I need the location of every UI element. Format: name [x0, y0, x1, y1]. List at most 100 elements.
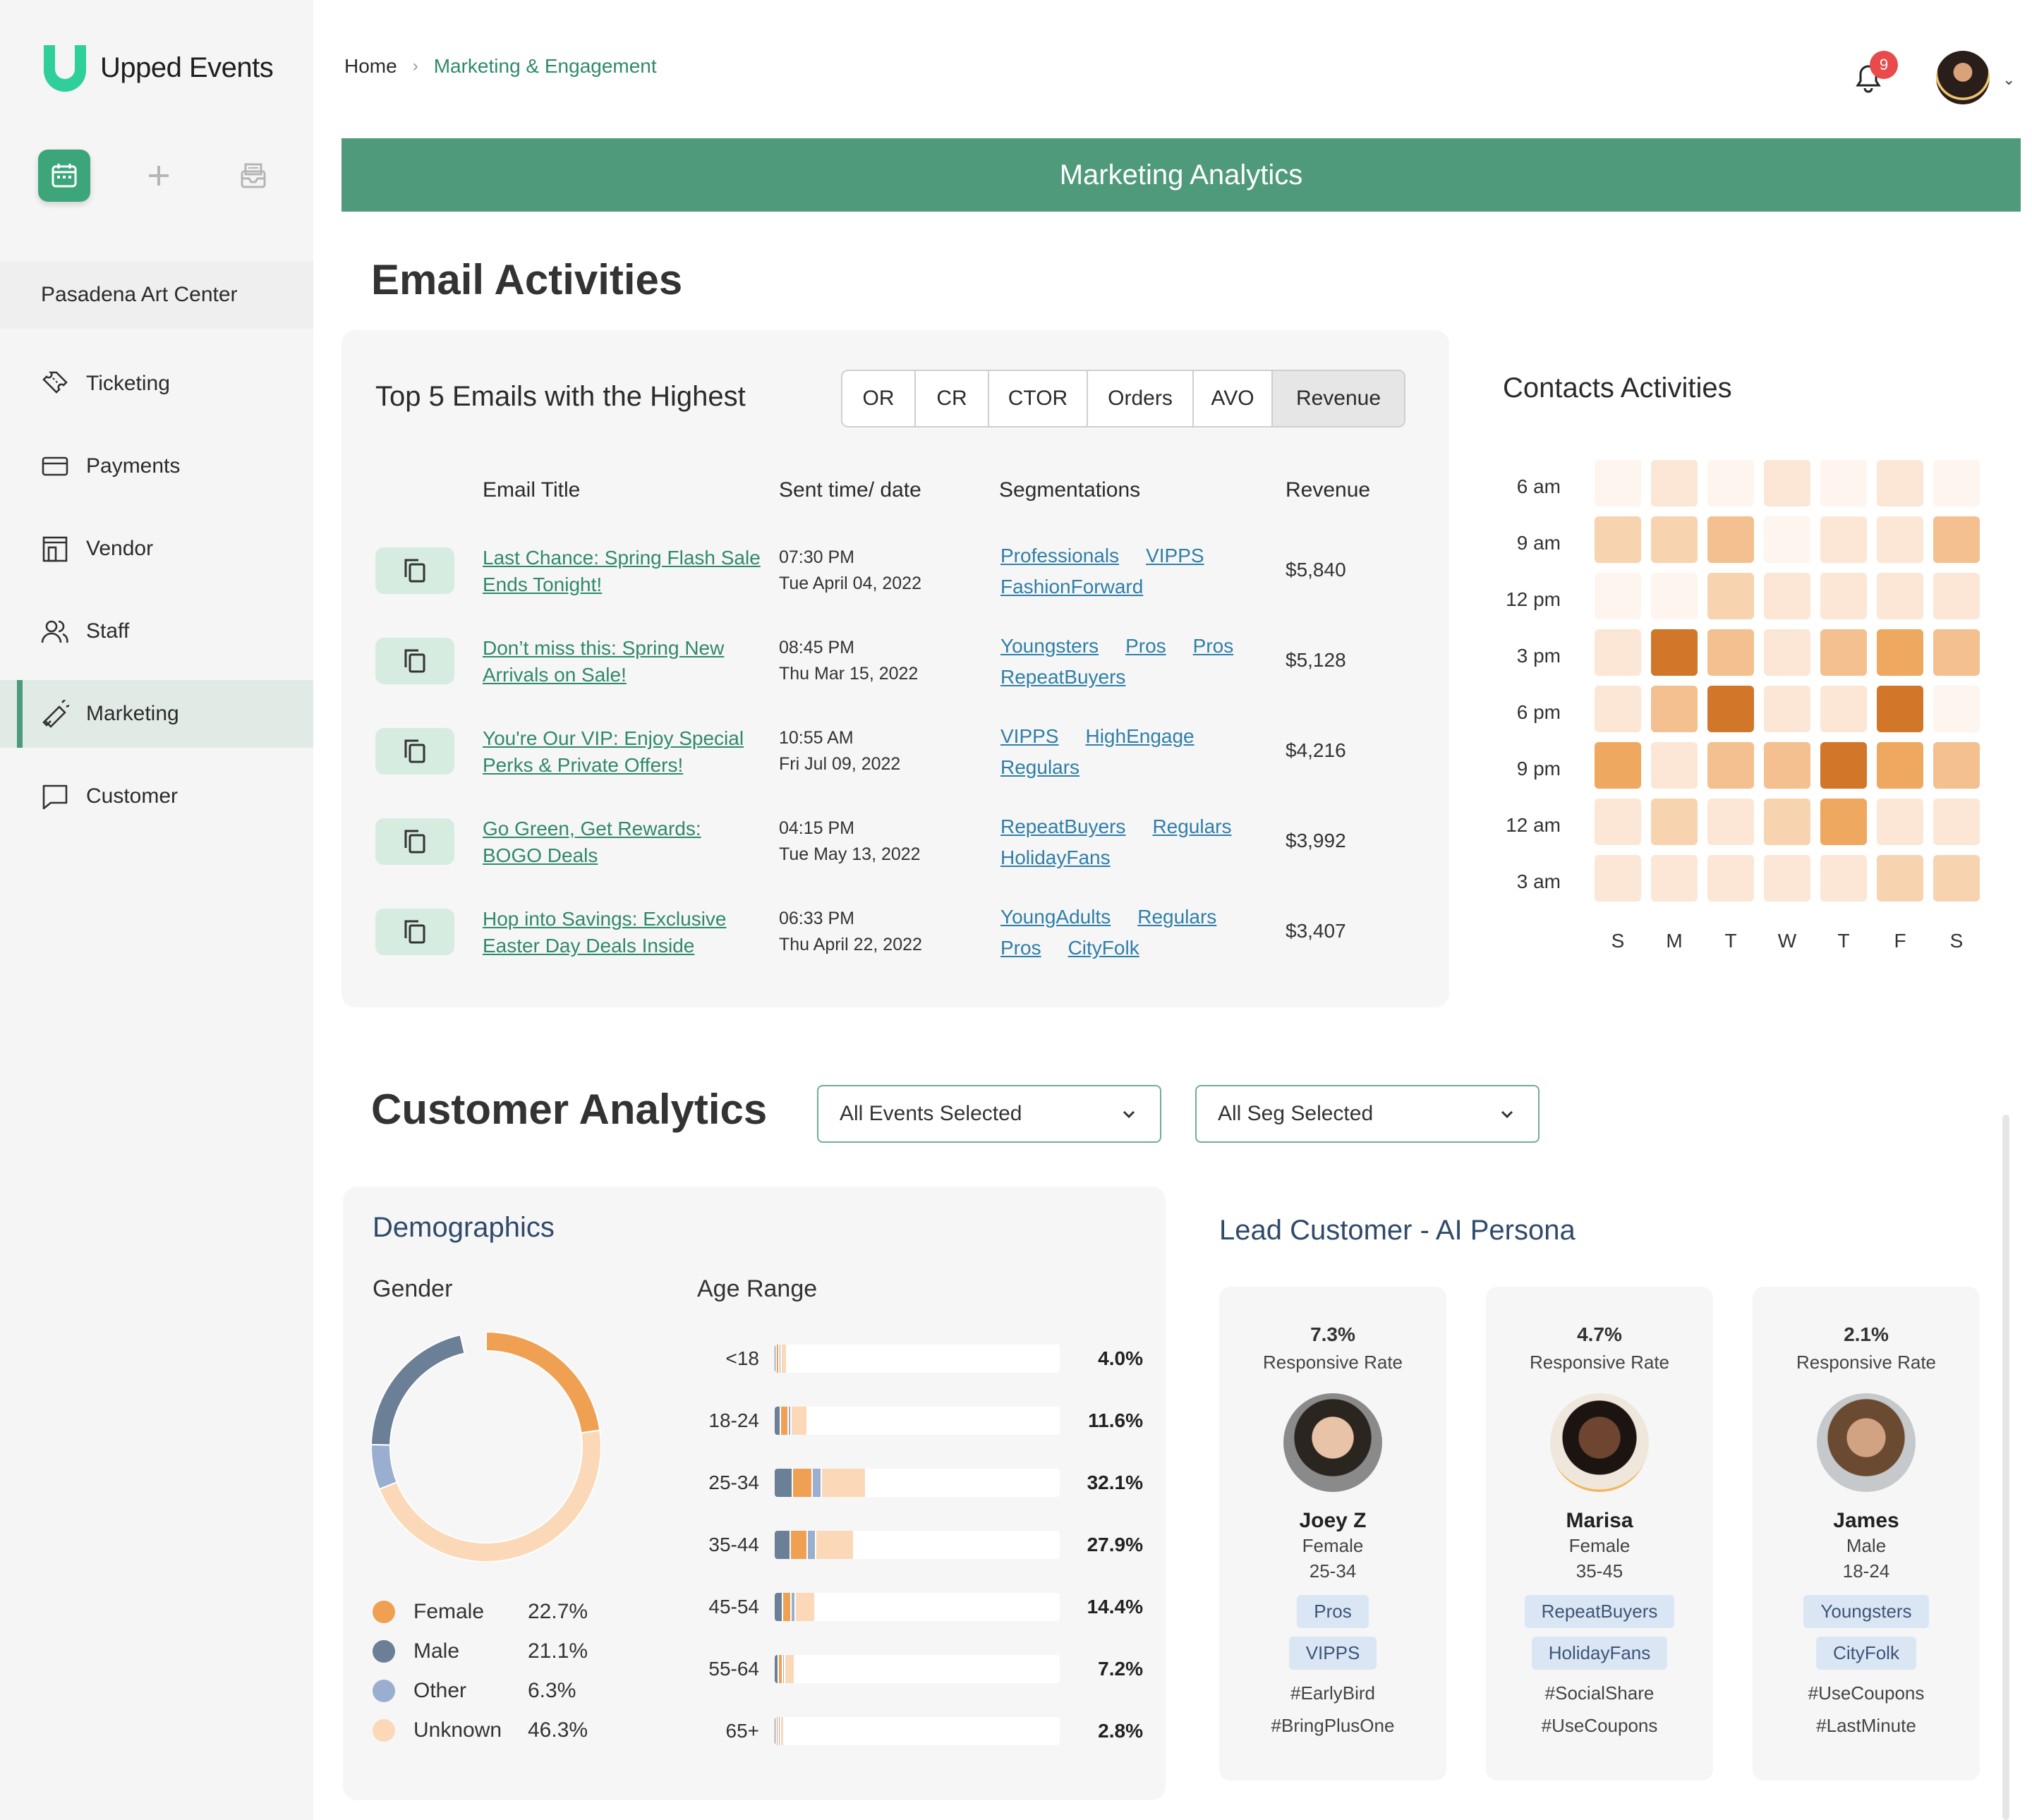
- copy-button[interactable]: [375, 638, 454, 684]
- age-bar[interactable]: [775, 1407, 1060, 1435]
- donut-slice-other[interactable]: [371, 1443, 398, 1491]
- segment-link[interactable]: VIPPS: [1000, 725, 1059, 747]
- sidebar-item-payments[interactable]: Payments: [0, 432, 313, 500]
- email-title-link[interactable]: Last Chance: Spring Flash Sale Ends Toni…: [483, 547, 761, 595]
- persona-tag[interactable]: HolidayFans: [1531, 1637, 1668, 1670]
- heatmap-cell[interactable]: [1933, 855, 1980, 902]
- copy-button[interactable]: [375, 547, 454, 594]
- add-button[interactable]: [133, 150, 185, 202]
- heatmap-cell[interactable]: [1933, 573, 1980, 619]
- heatmap-cell[interactable]: [1764, 573, 1810, 619]
- heatmap-cell[interactable]: [1595, 516, 1641, 563]
- heatmap-cell[interactable]: [1651, 629, 1698, 676]
- seg-filter-dropdown[interactable]: All Seg Selected: [1195, 1085, 1540, 1143]
- tab-ctor[interactable]: CTOR: [989, 371, 1088, 426]
- heatmap-cell[interactable]: [1707, 799, 1754, 845]
- heatmap-cell[interactable]: [1877, 460, 1923, 506]
- heatmap-cell[interactable]: [1933, 799, 1980, 845]
- persona-card[interactable]: 2.1% Responsive Rate James Male 18-24 Youngst…: [1753, 1287, 1980, 1780]
- heatmap-cell[interactable]: [1595, 629, 1641, 676]
- heatmap-cell[interactable]: [1651, 855, 1698, 902]
- age-bar[interactable]: [775, 1655, 1060, 1683]
- persona-tag[interactable]: RepeatBuyers: [1524, 1595, 1675, 1628]
- heatmap-cell[interactable]: [1707, 460, 1754, 506]
- heatmap-cell[interactable]: [1707, 629, 1754, 676]
- heatmap-cell[interactable]: [1595, 855, 1641, 902]
- heatmap-cell[interactable]: [1595, 460, 1641, 506]
- heatmap-cell[interactable]: [1764, 799, 1810, 845]
- persona-tag[interactable]: CityFolk: [1816, 1637, 1916, 1670]
- segment-link[interactable]: HighEngage: [1085, 725, 1195, 747]
- segment-link[interactable]: Regulars: [1000, 756, 1080, 778]
- persona-card[interactable]: 4.7% Responsive Rate Marisa Female 35-45 Repe…: [1486, 1287, 1713, 1780]
- heatmap-cell[interactable]: [1933, 742, 1980, 789]
- segment-link[interactable]: Pros: [1125, 635, 1166, 657]
- donut-slice-female[interactable]: [485, 1332, 601, 1434]
- tab-or[interactable]: OR: [842, 371, 916, 426]
- heatmap-cell[interactable]: [1820, 855, 1867, 902]
- persona-card[interactable]: 7.3% Responsive Rate Joey Z Female 25-34 Pros…: [1219, 1287, 1446, 1780]
- email-title-link[interactable]: Go Green, Get Rewards: BOGO Deals: [483, 818, 701, 866]
- heatmap-cell[interactable]: [1764, 460, 1810, 506]
- segment-link[interactable]: RepeatBuyers: [1000, 666, 1126, 688]
- heatmap-cell[interactable]: [1651, 573, 1698, 619]
- segment-link[interactable]: VIPPS: [1146, 545, 1204, 566]
- heatmap-cell[interactable]: [1877, 742, 1923, 789]
- heatmap-cell[interactable]: [1820, 686, 1867, 732]
- heatmap-cell[interactable]: [1877, 573, 1923, 619]
- donut-slice-unknown[interactable]: [378, 1429, 601, 1562]
- persona-tag[interactable]: Youngsters: [1803, 1595, 1929, 1628]
- heatmap-cell[interactable]: [1707, 855, 1754, 902]
- heatmap-cell[interactable]: [1595, 799, 1641, 845]
- heatmap-cell[interactable]: [1933, 629, 1980, 676]
- heatmap-cell[interactable]: [1877, 855, 1923, 902]
- user-avatar[interactable]: [1936, 51, 1990, 104]
- heatmap-cell[interactable]: [1820, 629, 1867, 676]
- heatmap-cell[interactable]: [1764, 855, 1810, 902]
- sidebar-item-marketing[interactable]: Marketing: [0, 680, 313, 748]
- heatmap-cell[interactable]: [1877, 799, 1923, 845]
- segment-link[interactable]: HolidayFans: [1000, 847, 1111, 868]
- tab-revenue[interactable]: Revenue: [1273, 371, 1404, 426]
- heatmap-cell[interactable]: [1820, 799, 1867, 845]
- segment-link[interactable]: Professionals: [1000, 545, 1120, 566]
- venue-name[interactable]: Pasadena Art Center: [0, 261, 313, 329]
- heatmap-cell[interactable]: [1651, 742, 1698, 789]
- age-bar[interactable]: [775, 1593, 1060, 1621]
- segment-link[interactable]: YoungAdults: [1000, 906, 1111, 928]
- heatmap-cell[interactable]: [1820, 460, 1867, 506]
- heatmap-cell[interactable]: [1707, 742, 1754, 789]
- heatmap-cell[interactable]: [1764, 516, 1810, 563]
- scrollbar[interactable]: [2002, 1115, 2009, 1820]
- heatmap-cell[interactable]: [1933, 460, 1980, 506]
- tab-avo[interactable]: AVO: [1194, 371, 1273, 426]
- heatmap-cell[interactable]: [1764, 686, 1810, 732]
- tab-orders[interactable]: Orders: [1088, 371, 1194, 426]
- email-title-link[interactable]: Hop into Savings: Exclusive Easter Day D…: [483, 908, 727, 957]
- email-title-link[interactable]: You're Our VIP: Enjoy Special Perks & Pr…: [483, 727, 744, 776]
- sidebar-item-customer[interactable]: Customer: [0, 763, 313, 830]
- heatmap-cell[interactable]: [1651, 516, 1698, 563]
- heatmap-cell[interactable]: [1820, 742, 1867, 789]
- heatmap-cell[interactable]: [1707, 686, 1754, 732]
- breadcrumb-current[interactable]: Marketing & Engagement: [433, 55, 657, 77]
- heatmap-cell[interactable]: [1820, 516, 1867, 563]
- inbox-button[interactable]: [227, 150, 279, 202]
- sidebar-item-vendor[interactable]: Vendor: [0, 515, 313, 583]
- calendar-button[interactable]: [38, 150, 90, 202]
- segment-link[interactable]: Regulars: [1152, 815, 1232, 837]
- heatmap-cell[interactable]: [1595, 686, 1641, 732]
- copy-button[interactable]: [375, 818, 454, 865]
- heatmap-cell[interactable]: [1651, 460, 1698, 506]
- segment-link[interactable]: Pros: [1192, 635, 1234, 657]
- age-bar[interactable]: [775, 1469, 1060, 1497]
- copy-button[interactable]: [375, 728, 454, 775]
- persona-tag[interactable]: Pros: [1297, 1595, 1369, 1628]
- sidebar-item-staff[interactable]: Staff: [0, 597, 313, 665]
- heatmap-cell[interactable]: [1933, 516, 1980, 563]
- heatmap-cell[interactable]: [1707, 516, 1754, 563]
- heatmap-cell[interactable]: [1820, 573, 1867, 619]
- donut-slice-male[interactable]: [371, 1333, 466, 1446]
- copy-button[interactable]: [375, 909, 454, 955]
- segment-link[interactable]: FashionForward: [1000, 576, 1144, 597]
